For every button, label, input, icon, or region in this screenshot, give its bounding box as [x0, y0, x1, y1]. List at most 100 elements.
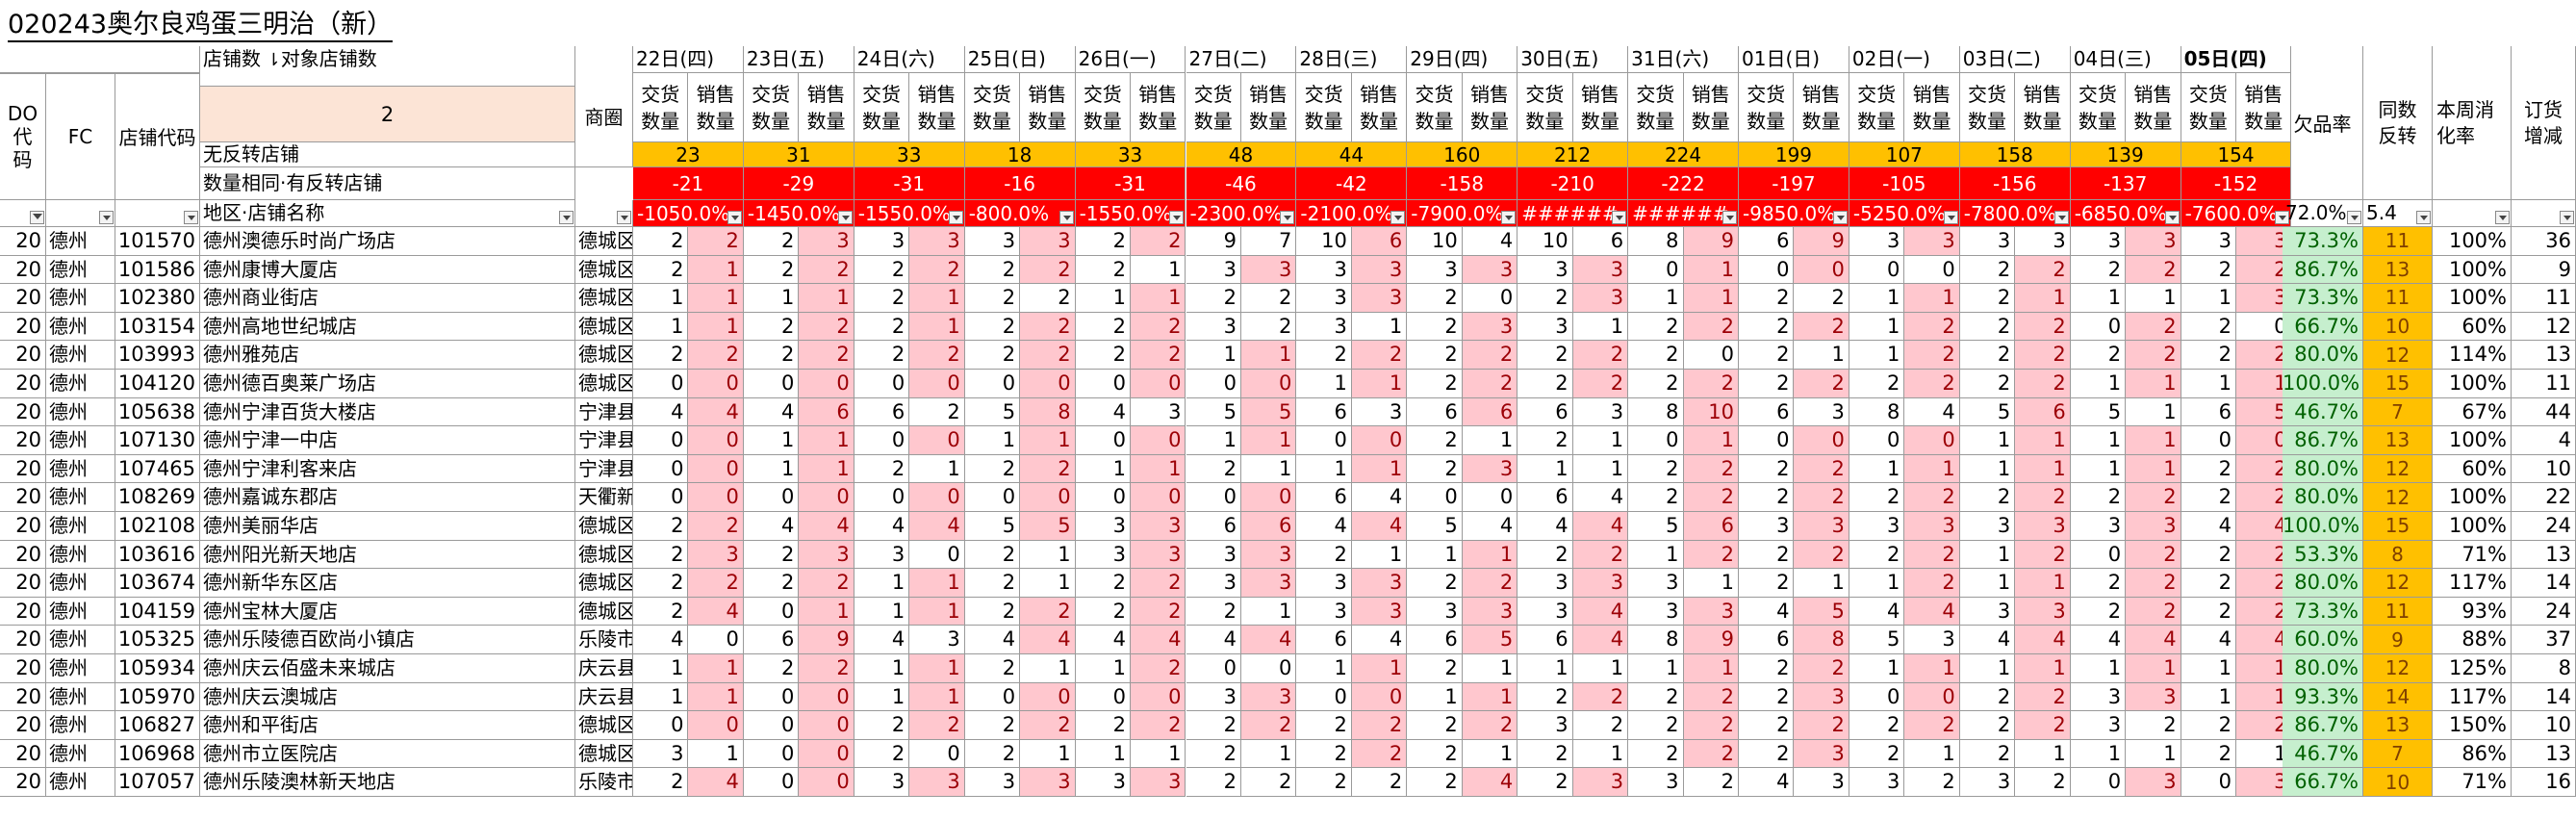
store-name-cell[interactable]: 德州庆云澳城店	[200, 682, 575, 712]
sales-qty-cell[interactable]: 1	[2015, 569, 2071, 598]
ratio-value-6[interactable]: -2100.0%	[1296, 200, 1408, 227]
sales-qty-cell[interactable]: 2	[2126, 341, 2181, 370]
delivery-qty-cell[interactable]: 6	[2181, 397, 2237, 427]
store-name-cell[interactable]: 德州宁津一中店	[200, 426, 575, 455]
sales-qty-cell[interactable]: 3	[1240, 540, 1297, 570]
delivery-qty-cell[interactable]: 0	[1296, 682, 1352, 712]
filter-dropdown-icon[interactable]	[1832, 211, 1848, 224]
ratio-value-12[interactable]: -7800.0%	[1959, 200, 2071, 227]
sales-qty-cell[interactable]: 8	[1794, 626, 1849, 654]
sales-qty-cell[interactable]: 3	[1794, 512, 1849, 541]
delivery-qty-cell[interactable]: 2	[1296, 711, 1352, 740]
delivery-qty-cell[interactable]: 1	[2181, 370, 2237, 398]
filter-dropdown-icon[interactable]	[617, 211, 631, 224]
delivery-qty-cell[interactable]: 2	[1628, 711, 1684, 740]
sales-qty-cell[interactable]: 1	[909, 682, 965, 712]
store-name-cell[interactable]: 德州康博大厦店	[200, 255, 575, 285]
delivery-qty-cell[interactable]: 3	[1628, 597, 1684, 626]
delivery-qty-cell[interactable]: 2	[964, 739, 1021, 769]
sales-qty-cell[interactable]: 3	[1794, 397, 1849, 427]
delivery-qty-cell[interactable]: 2	[1407, 341, 1463, 370]
delivery-qty-cell[interactable]: 0	[854, 483, 910, 512]
delivery-qty-cell[interactable]: 1	[2070, 284, 2127, 313]
sales-qty-cell[interactable]: 2	[1351, 711, 1408, 740]
sales-qty-cell[interactable]: 1	[1020, 654, 1076, 683]
sales-qty-cell[interactable]: 1	[1683, 426, 1739, 455]
filter-dropdown-icon[interactable]	[948, 211, 963, 224]
delivery-qty-cell[interactable]: 2	[1186, 454, 1241, 484]
store-name-cell[interactable]: 德州乐陵德百欧尚小镇店	[200, 626, 575, 654]
delivery-qty-cell[interactable]: 3	[1296, 312, 1352, 342]
ratio-value-9[interactable]: ######	[1628, 200, 1739, 227]
delivery-qty-cell[interactable]: 2	[1959, 711, 2016, 740]
sales-qty-cell[interactable]: 2	[1131, 569, 1186, 598]
sales-qty-cell[interactable]: 2	[1572, 370, 1629, 398]
delivery-qty-cell[interactable]: 1	[1628, 654, 1684, 683]
delivery-qty-cell[interactable]: 2	[1518, 370, 1573, 398]
delivery-qty-cell[interactable]: 3	[2070, 711, 2127, 740]
sales-qty-cell[interactable]: 1	[688, 739, 744, 769]
delivery-qty-cell[interactable]: 1	[854, 682, 910, 712]
delivery-qty-cell[interactable]: 2	[1518, 426, 1573, 455]
sales-qty-cell[interactable]: 2	[1351, 341, 1408, 370]
delivery-qty-cell[interactable]: 1	[2070, 426, 2127, 455]
sales-qty-cell[interactable]: 3	[1351, 569, 1408, 598]
sales-qty-cell[interactable]: 1	[1572, 739, 1629, 769]
sales-qty-cell[interactable]: 2	[1683, 483, 1739, 512]
delivery-qty-cell[interactable]: 1	[1407, 682, 1463, 712]
delivery-qty-cell[interactable]: 2	[633, 341, 689, 370]
delivery-qty-cell[interactable]: 2	[1628, 341, 1684, 370]
delivery-qty-cell[interactable]: 3	[1075, 768, 1132, 797]
delivery-qty-cell[interactable]: 4	[964, 626, 1021, 654]
sales-qty-cell[interactable]: 1	[2126, 454, 2181, 484]
sales-qty-cell[interactable]: 2	[688, 341, 744, 370]
delivery-qty-cell[interactable]: 4	[854, 626, 910, 654]
sales-qty-cell[interactable]: 2	[1794, 312, 1849, 342]
sales-qty-cell[interactable]: 2	[1904, 768, 1960, 797]
delivery-qty-cell[interactable]: 5	[964, 512, 1021, 541]
delivery-qty-cell[interactable]: 2	[2070, 255, 2127, 285]
sales-qty-cell[interactable]: 3	[1904, 626, 1960, 654]
delivery-qty-cell[interactable]: 3	[1628, 768, 1684, 797]
sales-qty-cell[interactable]: 1	[1131, 255, 1186, 285]
sales-qty-cell[interactable]: 3	[1131, 512, 1186, 541]
delivery-qty-cell[interactable]: 3	[1518, 255, 1573, 285]
delivery-qty-cell[interactable]: 2	[743, 654, 800, 683]
delivery-qty-cell[interactable]: 0	[1186, 483, 1241, 512]
sales-qty-cell[interactable]: 2	[1462, 569, 1518, 598]
delivery-qty-cell[interactable]: 0	[633, 370, 689, 398]
sales-qty-cell[interactable]: 1	[1351, 312, 1408, 342]
sales-qty-cell[interactable]: 3	[1572, 569, 1629, 598]
sales-qty-cell[interactable]: 8	[1020, 397, 1076, 427]
sales-qty-cell[interactable]: 2	[1462, 370, 1518, 398]
filter-dropdown-icon[interactable]	[184, 211, 198, 224]
sales-qty-cell[interactable]: 0	[1020, 682, 1076, 712]
delivery-qty-cell[interactable]: 10	[1518, 227, 1573, 256]
sales-qty-cell[interactable]: 0	[909, 540, 965, 570]
delivery-qty-cell[interactable]: 2	[2070, 341, 2127, 370]
sales-qty-cell[interactable]: 4	[1904, 597, 1960, 626]
sales-qty-cell[interactable]: 1	[2126, 654, 2181, 683]
delivery-qty-cell[interactable]: 0	[1407, 483, 1463, 512]
delivery-qty-cell[interactable]: 5	[1628, 512, 1684, 541]
delivery-qty-cell[interactable]: 0	[1075, 682, 1132, 712]
sales-qty-cell[interactable]: 3	[1572, 397, 1629, 427]
sales-qty-cell[interactable]: 2	[2015, 312, 2071, 342]
sales-qty-cell[interactable]: 1	[1904, 454, 1960, 484]
sales-qty-cell[interactable]: 0	[799, 682, 854, 712]
sales-qty-cell[interactable]: 1	[1131, 454, 1186, 484]
sales-qty-cell[interactable]: 1	[909, 312, 965, 342]
sales-qty-cell[interactable]: 3	[1351, 284, 1408, 313]
sales-qty-cell[interactable]: 2	[1904, 483, 1960, 512]
sales-qty-cell[interactable]: 0	[799, 370, 854, 398]
delivery-qty-cell[interactable]: 6	[1518, 626, 1573, 654]
delivery-qty-cell[interactable]: 1	[1186, 426, 1241, 455]
ratio-value-10[interactable]: -9850.0%	[1739, 200, 1849, 227]
delivery-qty-cell[interactable]: 2	[2070, 597, 2127, 626]
sales-qty-cell[interactable]: 0	[799, 768, 854, 797]
delivery-qty-cell[interactable]: 6	[1739, 227, 1795, 256]
sales-qty-cell[interactable]: 2	[2126, 255, 2181, 285]
sales-qty-cell[interactable]: 1	[2015, 284, 2071, 313]
delivery-qty-cell[interactable]: 2	[1075, 711, 1132, 740]
sales-qty-cell[interactable]: 3	[909, 227, 965, 256]
